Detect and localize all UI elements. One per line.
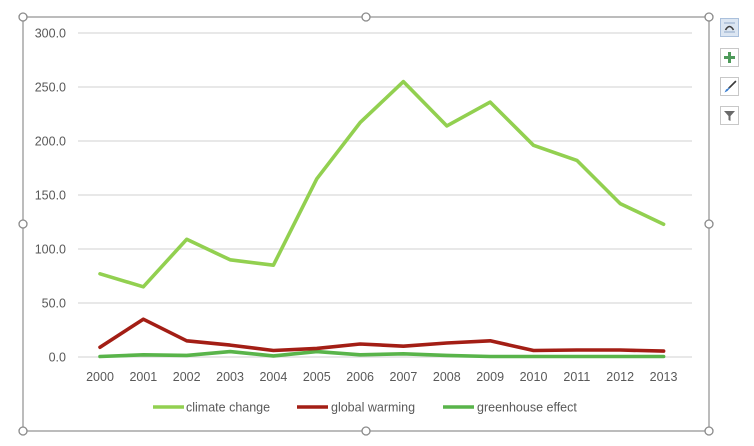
y-tick-label: 50.0 [42,297,66,311]
data-point-global-warming[interactable] [228,343,233,348]
x-tick-label: 2003 [216,370,244,384]
legend-label: greenhouse effect [477,401,577,415]
x-tick-label: 2001 [129,370,157,384]
data-point-global-warming[interactable] [531,348,536,353]
resize-handle[interactable] [704,219,714,229]
data-point-global-warming[interactable] [401,344,406,349]
data-point-greenhouse-effect[interactable] [531,354,536,359]
data-point-global-warming[interactable] [141,317,146,322]
series-line-climate-change[interactable] [98,79,666,289]
data-point-greenhouse-effect[interactable] [358,352,363,357]
resize-handle[interactable] [18,426,28,436]
funnel-icon [724,111,735,121]
data-point-greenhouse-effect[interactable] [141,352,146,357]
data-point-global-warming[interactable] [488,338,493,343]
chart-filters-button[interactable] [720,106,739,125]
x-tick-label: 2011 [563,370,590,384]
data-point-climate-change[interactable] [184,237,189,242]
layout-options-button[interactable] [720,18,739,37]
x-tick-label: 2008 [433,370,461,384]
data-point-climate-change[interactable] [141,284,146,289]
legend-label: climate change [186,401,270,415]
resize-handle[interactable] [18,219,28,229]
data-point-greenhouse-effect[interactable] [574,354,579,359]
data-point-climate-change[interactable] [271,263,276,268]
resize-handle[interactable] [18,12,28,22]
data-point-greenhouse-effect[interactable] [401,351,406,356]
x-axis-labels: 2000 2001 2002 2003 2004 2005 2006 2007 2008 2009… [86,370,677,384]
data-point-global-warming[interactable] [574,347,579,352]
data-point-climate-change[interactable] [401,79,406,84]
resize-handle[interactable] [704,426,714,436]
legend-label: global warming [331,401,415,415]
series-line-greenhouse-effect[interactable] [98,349,666,359]
data-point-greenhouse-effect[interactable] [444,353,449,358]
data-point-greenhouse-effect[interactable] [488,354,493,359]
y-tick-label: 250.0 [35,81,66,95]
x-tick-label: 2006 [346,370,374,384]
layout-options-icon [723,21,736,34]
legend-item-global-warming[interactable]: global warming [297,401,415,415]
data-point-climate-change[interactable] [574,158,579,163]
x-tick-label: 2007 [390,370,418,384]
chart-elements-button[interactable] [720,48,739,67]
y-tick-label: 0.0 [49,351,66,365]
legend-item-greenhouse-effect[interactable]: greenhouse effect [443,401,577,415]
data-point-global-warming[interactable] [271,348,276,353]
series-lines [98,79,666,359]
y-tick-label: 100.0 [35,243,66,257]
series-line-global-warming[interactable] [98,317,666,353]
data-point-greenhouse-effect[interactable] [98,354,103,359]
data-point-greenhouse-effect[interactable] [271,353,276,358]
resize-handle[interactable] [704,12,714,22]
legend[interactable]: climate change global warming greenhouse e… [153,401,577,415]
gridlines [78,32,692,358]
data-point-global-warming[interactable] [444,340,449,345]
data-point-climate-change[interactable] [358,120,363,125]
x-tick-label: 2009 [476,370,504,384]
data-point-greenhouse-effect[interactable] [228,349,233,354]
x-tick-label: 2002 [173,370,201,384]
x-tick-label: 2005 [303,370,331,384]
data-point-climate-change[interactable] [488,100,493,105]
data-point-climate-change[interactable] [98,271,103,276]
data-point-greenhouse-effect[interactable] [184,353,189,358]
data-point-global-warming[interactable] [184,338,189,343]
x-tick-label: 2010 [520,370,548,384]
resize-handle[interactable] [361,426,371,436]
chart-styles-button[interactable] [720,77,739,96]
y-tick-label: 200.0 [35,135,66,149]
data-point-climate-change[interactable] [444,123,449,128]
y-tick-label: 150.0 [35,189,66,203]
data-point-climate-change[interactable] [618,201,623,206]
chart-frame[interactable] [22,16,710,432]
data-point-climate-change[interactable] [531,143,536,148]
data-point-global-warming[interactable] [358,342,363,347]
x-tick-label: 2004 [259,370,287,384]
paintbrush-icon [724,80,736,92]
data-point-global-warming[interactable] [661,349,666,354]
resize-handle[interactable] [361,12,371,22]
data-point-climate-change[interactable] [228,257,233,262]
legend-item-climate-change[interactable]: climate change [153,401,270,415]
data-point-global-warming[interactable] [98,345,103,350]
data-point-global-warming[interactable] [314,346,319,351]
y-tick-label: 300.0 [35,27,66,41]
resize-handles[interactable] [18,12,714,436]
y-axis-labels: 0.0 50.0 100.0 150.0 200.0 250.0 300.0 [35,27,66,365]
data-point-greenhouse-effect[interactable] [661,354,666,359]
x-tick-label: 2012 [606,370,634,384]
x-tick-label: 2000 [86,370,114,384]
data-point-greenhouse-effect[interactable] [618,354,623,359]
data-point-climate-change[interactable] [661,222,666,227]
plus-icon [724,52,735,63]
x-tick-label: 2013 [650,370,678,384]
data-point-climate-change[interactable] [314,176,319,181]
data-point-global-warming[interactable] [618,347,623,352]
